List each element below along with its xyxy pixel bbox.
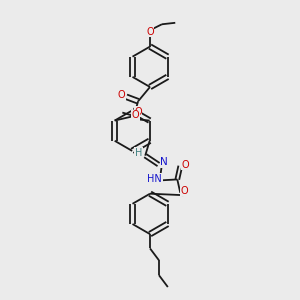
Text: O: O: [146, 27, 154, 37]
Text: O: O: [134, 107, 142, 117]
Text: HN: HN: [147, 174, 162, 184]
Text: O: O: [182, 160, 189, 170]
Text: O: O: [118, 90, 126, 100]
Text: O: O: [132, 110, 140, 120]
Text: N: N: [160, 157, 168, 167]
Text: O: O: [180, 186, 188, 196]
Text: H: H: [135, 148, 142, 158]
